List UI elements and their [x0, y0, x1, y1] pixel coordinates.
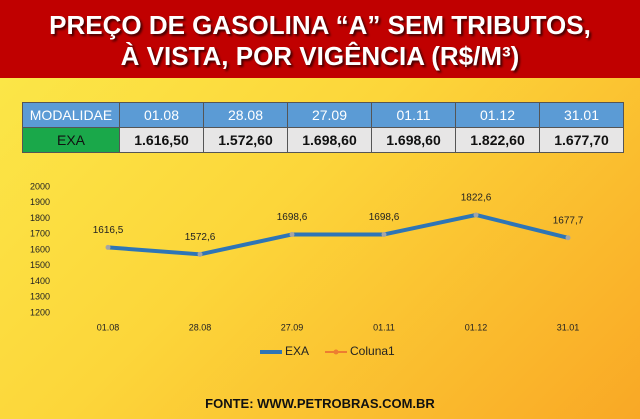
point-marker — [289, 231, 295, 237]
table-cell: 1.698,60 — [371, 127, 456, 153]
table-cell: 1.677,70 — [539, 127, 624, 153]
x-tick-label: 31.01 — [557, 322, 580, 332]
data-label: 1698,6 — [369, 212, 400, 223]
data-label: 1572,6 — [185, 232, 216, 243]
y-tick-label: 1600 — [30, 244, 50, 254]
point-marker — [105, 244, 111, 250]
y-tick-label: 1700 — [30, 229, 50, 239]
x-tick-label: 27.09 — [281, 322, 304, 332]
table-cell: 27.09 — [287, 102, 372, 128]
source: FONTE: WWW.PETROBRAS.COM.BR — [205, 396, 435, 411]
point-marker — [197, 251, 203, 257]
table-cell: 31.01 — [539, 102, 624, 128]
title-banner: PREÇO DE GASOLINA “A” SEM TRIBUTOS, À VI… — [0, 0, 640, 78]
legend-label: Coluna1 — [350, 344, 395, 358]
data-label: 1822,6 — [461, 193, 492, 204]
y-tick-label: 2000 — [30, 181, 50, 191]
y-tick-label: 1300 — [30, 292, 50, 302]
data-label: 1677,7 — [553, 215, 584, 226]
title-line: À VISTA, POR VIGÊNCIA (R$/M³) — [120, 41, 520, 71]
table-cell: 01.12 — [455, 102, 540, 128]
data-label: 1698,6 — [277, 212, 308, 223]
y-tick-label: 1800 — [30, 213, 50, 223]
x-tick-label: 28.08 — [189, 322, 212, 332]
point-marker — [381, 231, 387, 237]
line — [107, 212, 569, 257]
legend-marker — [333, 349, 339, 355]
table-row: MODALIDAE 01.08 28.08 27.09 01.11 01.12 31.01 — [22, 102, 624, 128]
table-cell: EXA — [22, 127, 120, 153]
table-cell: 1.572,60 — [203, 127, 288, 153]
legend-label: EXA — [285, 344, 309, 358]
point-marker — [473, 212, 479, 218]
table-row: EXA 1.616,50 1.572,60 1.698,60 1.698,60 1.822… — [22, 127, 624, 153]
x-tick-label: 01.11 — [373, 322, 395, 332]
table-cell: 1.698,60 — [287, 127, 372, 153]
y-tick-label: 1200 — [30, 307, 50, 317]
y-tick-label: 1500 — [30, 260, 50, 270]
y-tick-label: 1900 — [30, 197, 50, 207]
table-cell: 01.11 — [371, 102, 456, 128]
x-tick-label: 01.08 — [97, 322, 120, 332]
table-cell: 1.616,50 — [119, 127, 204, 153]
table-cell: 1.822,60 — [455, 127, 540, 153]
title-line: PREÇO DE GASOLINA “A” SEM TRIBUTOS, — [49, 10, 591, 40]
y-tick-label: 1400 — [30, 276, 50, 286]
x-tick-label: 01.12 — [465, 322, 488, 332]
price-table: MODALIDAE 01.08 28.08 27.09 01.11 01.12 31.01 E… — [22, 102, 624, 153]
data-label: 1616,5 — [93, 225, 124, 236]
point-marker — [565, 235, 571, 241]
